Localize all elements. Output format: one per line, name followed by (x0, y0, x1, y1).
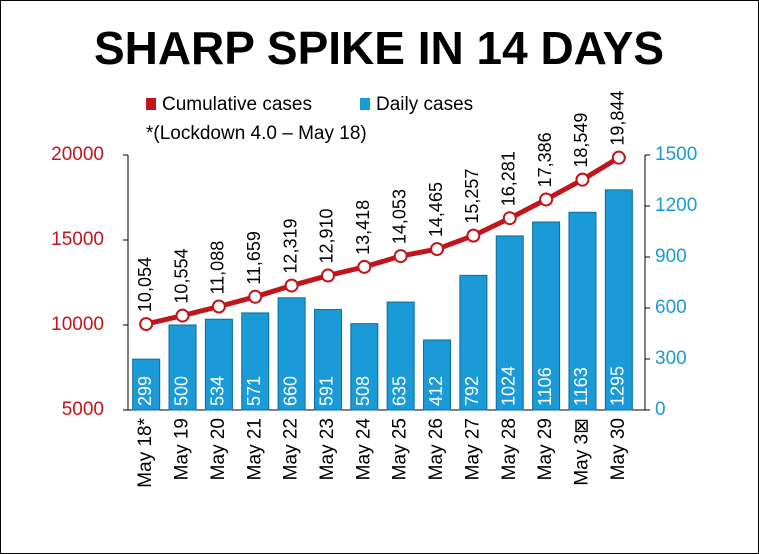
line-marker (502, 211, 517, 226)
x-tick-label: May 23 (317, 418, 338, 480)
line-value-label: 18,549 (571, 113, 591, 168)
line-value-label: 14,465 (426, 182, 446, 237)
x-tick-label: May 18* (135, 417, 156, 487)
y-tick-label: 10000 (51, 314, 104, 335)
bar-value-label: 508 (353, 376, 373, 406)
legend-swatch (146, 98, 156, 110)
y-tick-label: 20000 (51, 144, 104, 165)
bar-value-label: 571 (244, 376, 264, 406)
line-marker (466, 228, 481, 243)
x-tick-label: May 24 (353, 418, 374, 481)
y-tick-label: 15000 (51, 229, 104, 250)
bar (386, 301, 415, 411)
bar-value-label: 792 (462, 376, 482, 406)
line-value-label: 13,418 (353, 200, 373, 255)
bar-value-label: 635 (389, 376, 409, 406)
bar-value-label: 500 (171, 376, 191, 406)
bar-value-label: 299 (135, 376, 155, 406)
legend-label: Daily cases (376, 94, 473, 115)
bar (277, 297, 306, 411)
bar-value-label: 534 (208, 376, 228, 406)
line-value-label: 12,319 (280, 219, 300, 274)
x-tick-label: May 25 (390, 418, 411, 480)
bar (241, 312, 270, 411)
bar (568, 211, 597, 411)
line-value-label: 19,844 (608, 91, 628, 146)
bar-value-label: 1295 (608, 366, 628, 406)
bar (132, 358, 161, 411)
x-tick-label: May 29 (535, 418, 556, 480)
x-tick-label: May 21 (244, 418, 265, 480)
x-tick-label: May 28 (499, 418, 520, 480)
legend-swatch (360, 98, 370, 110)
line-marker (357, 259, 372, 274)
line-value-label: 14,053 (389, 189, 409, 244)
bar-value-label: 1106 (535, 367, 555, 406)
x-tick-label: May 19 (172, 418, 193, 480)
chart-title: SHARP SPIKE IN 14 DAYS (94, 22, 664, 74)
line-marker (320, 268, 335, 283)
line-marker (248, 289, 263, 304)
bar (532, 221, 561, 411)
line-marker (211, 299, 226, 314)
bar (204, 318, 233, 411)
line-marker (430, 242, 445, 257)
x-tick-label: May 26 (426, 418, 447, 480)
line-value-label: 12,910 (317, 208, 337, 263)
bar (604, 189, 633, 411)
legend-label: Cumulative cases (162, 94, 312, 115)
x-tick-label: May 22 (281, 418, 302, 480)
x-tick-label: May 27 (462, 418, 483, 480)
bar-value-label: 1024 (499, 366, 519, 406)
line-marker (539, 192, 554, 207)
bar (495, 235, 524, 411)
line-marker (611, 150, 626, 165)
bar (459, 274, 488, 411)
bar-value-label: 660 (280, 376, 300, 406)
y2-tick-label: 0 (655, 399, 666, 420)
line-marker (175, 308, 190, 323)
line-value-label: 10,554 (171, 249, 191, 304)
x-tick-label: May 3⊠ (571, 418, 592, 486)
y2-tick-label: 1500 (655, 144, 697, 165)
line-value-label: 11,659 (244, 231, 264, 285)
line-marker (393, 249, 408, 264)
bar (423, 339, 452, 411)
line-value-label: 10,054 (135, 257, 155, 312)
bar (350, 323, 379, 411)
line-marker (284, 278, 299, 293)
y2-tick-label: 900 (655, 246, 687, 267)
bar-value-label: 591 (317, 376, 337, 406)
bar-value-label: 1163 (571, 367, 591, 406)
x-tick-label: May 20 (208, 418, 229, 480)
line-value-label: 15,257 (462, 169, 482, 224)
line-marker (139, 317, 154, 332)
y2-tick-label: 1200 (655, 195, 697, 216)
y-tick-label: 5000 (62, 399, 104, 420)
y2-tick-label: 600 (655, 297, 687, 318)
x-tick-label: May 30 (608, 418, 629, 480)
line-value-label: 11,088 (208, 241, 228, 295)
line-marker (575, 172, 590, 187)
line-value-label: 16,281 (499, 151, 519, 206)
y2-tick-label: 300 (655, 348, 687, 369)
annotation: *(Lockdown 4.0 – May 18) (146, 123, 367, 144)
line-value-label: 17,386 (535, 132, 555, 187)
bar-value-label: 412 (426, 376, 446, 406)
bar (168, 324, 197, 411)
bar (313, 309, 342, 411)
